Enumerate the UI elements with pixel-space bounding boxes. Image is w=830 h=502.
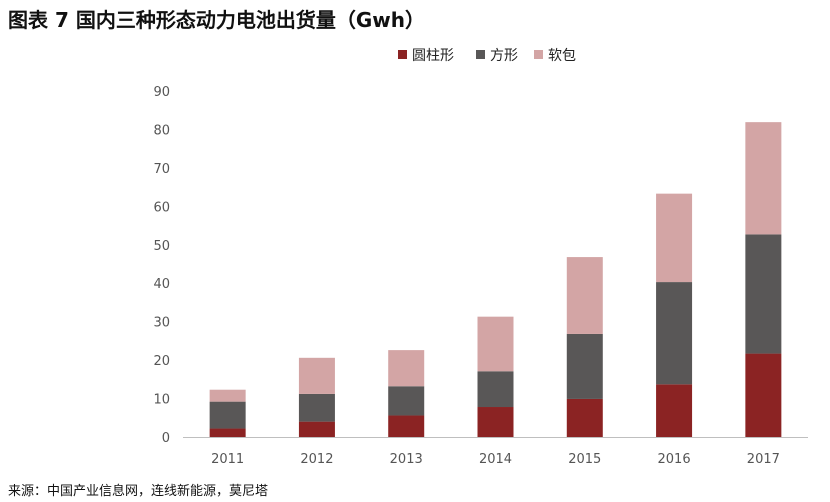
legend-label: 软包 [548,48,576,64]
bar-2016-软包 [656,193,693,283]
y-tick-label: 20 [153,354,170,369]
bars [209,122,782,437]
x-tick-label: 2012 [300,452,333,467]
bar-2014-方形 [477,371,514,408]
bar-2015-圆柱形 [566,398,603,437]
bar-2017-软包 [745,122,782,235]
bar-2016-圆柱形 [656,384,693,437]
legend-swatch [534,50,543,59]
y-axis: 0 10 20 30 40 50 60 70 80 90 [153,85,170,446]
y-tick-label: 90 [153,85,170,100]
legend-swatch [398,50,407,59]
x-tick-label: 2013 [390,452,423,467]
chart-title: 图表 7 国内三种形态动力电池出货量（Gwh） [8,8,425,32]
bar-2017-圆柱形 [745,353,782,437]
bar-2016-方形 [656,282,693,385]
y-tick-label: 70 [153,162,170,177]
x-tick-label: 2015 [568,452,601,467]
x-tick-label: 2011 [211,452,244,467]
bar-2011-方形 [209,401,246,429]
x-tick-label: 2017 [747,452,780,467]
bar-2011-软包 [209,389,246,402]
source-note: 来源：中国产业信息网，连线新能源，莫尼塔 [8,484,269,499]
bar-2014-圆柱形 [477,407,514,437]
legend-swatch [476,50,485,59]
x-axis: 2011 2012 2013 2014 2015 2016 2017 [183,437,808,467]
bar-2017-方形 [745,234,782,354]
x-tick-label: 2014 [479,452,512,467]
bar-2014-软包 [477,316,514,372]
bar-2015-软包 [566,257,603,334]
y-tick-label: 60 [153,200,170,215]
y-tick-label: 50 [153,239,170,254]
bar-2012-圆柱形 [298,421,335,437]
legend: 圆柱形 方形 软包 [398,48,576,64]
x-tick-label: 2016 [658,452,691,467]
bar-2012-软包 [298,357,335,394]
legend-label: 方形 [490,48,518,64]
bar-2013-方形 [388,386,425,416]
bar-2013-软包 [388,350,425,387]
bar-2015-方形 [566,333,603,399]
y-tick-label: 80 [153,123,170,138]
bar-2013-圆柱形 [388,415,425,437]
y-tick-label: 10 [153,393,170,408]
y-tick-label: 30 [153,316,170,331]
bar-2011-圆柱形 [209,428,246,437]
y-tick-label: 40 [153,277,170,292]
bar-2012-方形 [298,393,335,422]
legend-label: 圆柱形 [412,48,454,64]
y-tick-label: 0 [162,431,170,446]
